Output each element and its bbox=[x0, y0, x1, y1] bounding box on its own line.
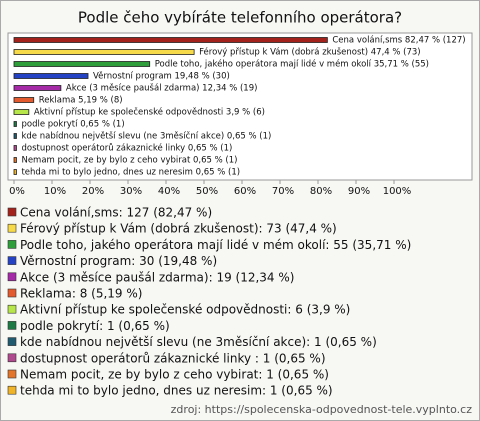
x-tick-label: 20% bbox=[82, 186, 104, 197]
legend-swatch bbox=[7, 223, 17, 233]
legend-label: podle pokrytí: 1 (0,65 %) bbox=[20, 319, 170, 333]
legend-label: kde nabídnou největší slevu (ne 3měsíční… bbox=[20, 335, 377, 349]
bar bbox=[13, 145, 17, 151]
legend-label: Reklama: 8 (5,19 %) bbox=[20, 287, 142, 301]
bar bbox=[13, 97, 35, 103]
legend-swatch bbox=[7, 385, 17, 395]
x-tick-label: 90% bbox=[348, 186, 370, 197]
x-tick-label: 60% bbox=[234, 186, 256, 197]
legend-swatch bbox=[7, 304, 17, 314]
value-label: dostupnost operátorů zákaznické linky 0,… bbox=[21, 143, 232, 154]
value-label: Akce (3 měsíce paušál zdarma) 12,34 % (1… bbox=[66, 83, 258, 94]
legend-swatch bbox=[7, 272, 17, 282]
legend-label: Férový přístup k Vám (dobrá zkušenost): … bbox=[20, 222, 337, 236]
value-label: tehda mi to bylo jedno, dnes uz neresim … bbox=[21, 168, 240, 178]
value-label: Aktivní přístup ke společenské odpovědno… bbox=[34, 107, 265, 118]
legend-swatch bbox=[7, 256, 17, 265]
value-label: Reklama 5,19 % (8) bbox=[39, 96, 123, 106]
bar bbox=[13, 133, 17, 139]
bar bbox=[13, 37, 328, 43]
legend-swatch bbox=[7, 207, 17, 217]
bar bbox=[13, 73, 89, 79]
x-tick-label: 40% bbox=[158, 186, 180, 197]
legend-label: Cena volání,sms: 127 (82,47 %) bbox=[20, 206, 212, 220]
x-tick-label: 0% bbox=[9, 186, 25, 197]
legend-label: dostupnost operátorů zákaznické linky : … bbox=[20, 351, 326, 365]
legend-swatch bbox=[7, 337, 17, 346]
value-label: Cena volání,sms 82,47 % (127) bbox=[332, 36, 465, 46]
x-tick-label: 70% bbox=[272, 186, 294, 197]
chart-title: Podle čeho vybíráte telefonního operátor… bbox=[78, 9, 402, 27]
x-tick-label: 80% bbox=[310, 186, 332, 197]
legend-label: Akce (3 měsíce paušál zdarma): 19 (12,34… bbox=[20, 270, 294, 284]
legend-swatch bbox=[7, 288, 17, 298]
x-tick-label: 10% bbox=[44, 186, 66, 197]
legend-label: Nemam pocit, ze by bylo z ceho vybirat: … bbox=[20, 368, 329, 382]
legend-swatch bbox=[7, 321, 17, 330]
value-label: Věrnostní program 19,48 % (30) bbox=[93, 72, 230, 82]
x-tick-label: 30% bbox=[120, 186, 142, 197]
bar bbox=[13, 121, 17, 127]
value-label: Férový přístup k Vám (dobrá zkušenost) 4… bbox=[199, 47, 421, 58]
bar bbox=[13, 109, 30, 115]
value-label: Nemam pocit, ze by bylo z ceho vybirat 0… bbox=[21, 156, 237, 166]
x-tick-label: 100% bbox=[383, 186, 412, 197]
legend-label: Aktivní přístup ke společenské odpovědno… bbox=[20, 303, 350, 317]
bar bbox=[13, 49, 195, 55]
bar bbox=[13, 169, 17, 175]
value-label: Podle toho, jakého operátora mají lidé v… bbox=[155, 59, 429, 70]
legend-label: Podle toho, jakého operátora mají lidé v… bbox=[20, 238, 411, 252]
legend-swatch bbox=[7, 369, 17, 379]
legend-label: Věrnostní program: 30 (19,48 %) bbox=[20, 254, 217, 268]
legend-swatch bbox=[7, 240, 17, 249]
source: zdroj: https://spolecenska-odpovednost-t… bbox=[171, 403, 473, 416]
value-label: kde nabídnou největší slevu (ne 3měsíční… bbox=[21, 131, 271, 142]
plot-area bbox=[7, 32, 473, 181]
legend-swatch bbox=[7, 353, 17, 363]
value-label: podle pokrytí 0,65 % (1) bbox=[21, 120, 124, 130]
legend-label: tehda mi to bylo jedno, dnes uz neresim:… bbox=[20, 384, 333, 398]
bar bbox=[13, 61, 151, 67]
bar bbox=[13, 85, 62, 91]
x-tick-label: 50% bbox=[196, 186, 218, 197]
bar bbox=[13, 157, 17, 163]
